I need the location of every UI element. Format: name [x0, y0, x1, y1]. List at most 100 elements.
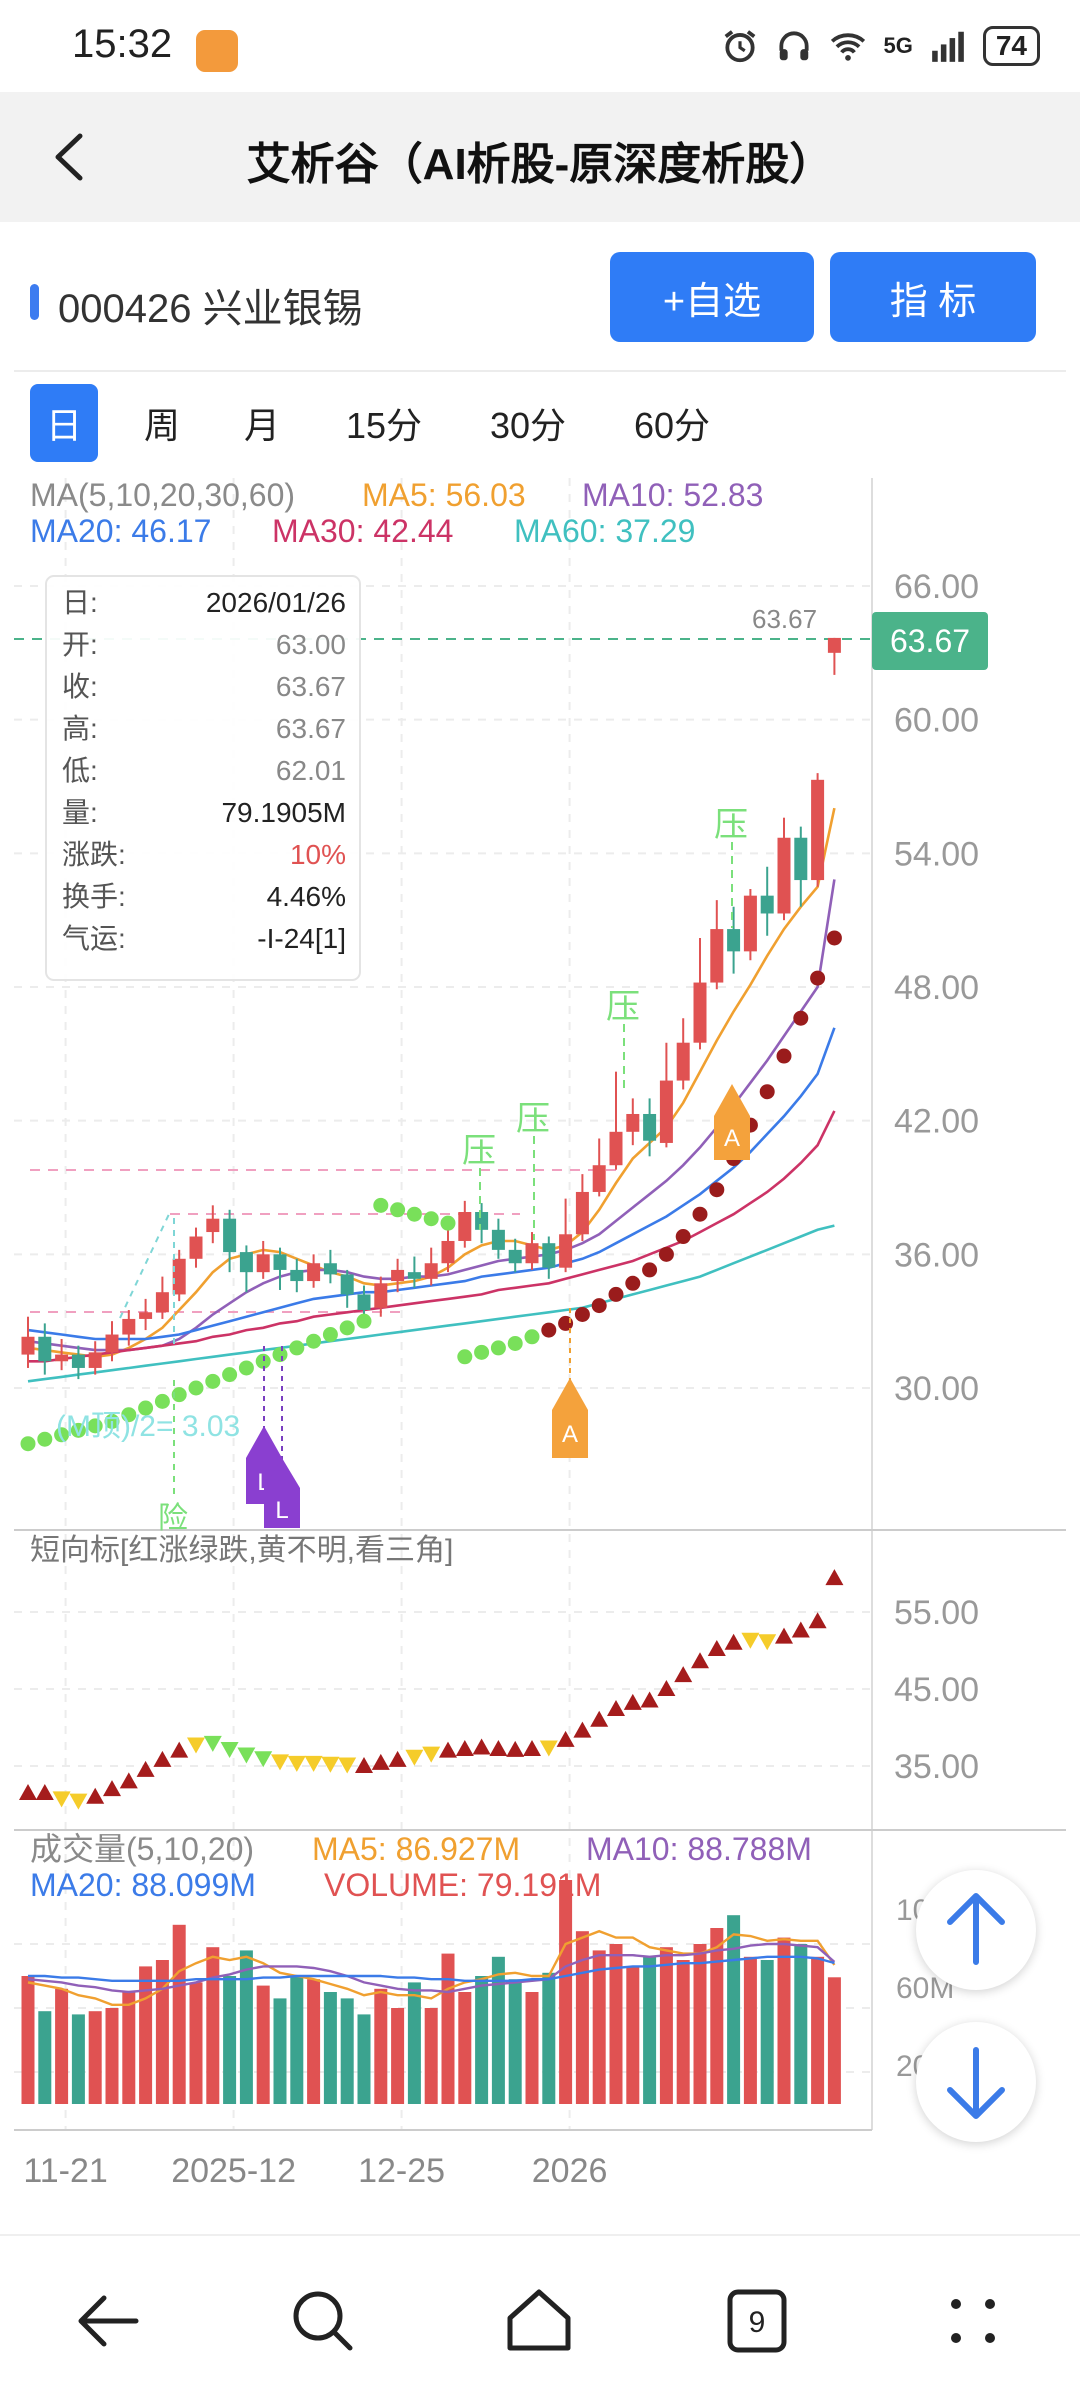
sar-dot: [474, 1344, 490, 1360]
stock-marker: [30, 284, 39, 320]
x-tick-label: 2025-12: [171, 2152, 296, 2190]
candle-body: [21, 1336, 35, 1355]
candle-body: [626, 1113, 640, 1132]
candle-body: [155, 1292, 169, 1313]
price-tag: [872, 612, 988, 670]
tab-30min[interactable]: 30分: [489, 405, 567, 446]
volume-bar: [38, 2011, 52, 2104]
volume-bar: [508, 1979, 522, 2104]
sar-dot: [356, 1313, 372, 1329]
sub-marker: [741, 1632, 760, 1649]
volume-bar: [206, 1947, 220, 2104]
volume-ma-ma20: [28, 1955, 835, 1983]
nav-search-icon[interactable]: [278, 2276, 368, 2366]
sar-dot: [104, 1413, 120, 1429]
signal-a-marker: [552, 1378, 588, 1458]
nav-home-icon[interactable]: [494, 2276, 584, 2366]
sub-marker: [489, 1740, 508, 1757]
sar-dot: [390, 1202, 406, 1218]
sub-marker: [422, 1746, 441, 1763]
sub-marker: [35, 1783, 54, 1800]
candle-body: [55, 1354, 69, 1362]
nav-tabs-icon[interactable]: 9: [712, 2276, 802, 2366]
sub-chart-grid: 55.00 45.00 35.00: [14, 1594, 979, 1786]
volume-bar: [710, 1928, 724, 2104]
indicator-button[interactable]: 指 标: [830, 252, 1036, 342]
add-watchlist-button[interactable]: +自选: [610, 252, 814, 342]
volume-bar: [777, 1937, 791, 2104]
volume-value-legend: VOLUME: 79.191M: [324, 1867, 601, 1903]
candle-body: [105, 1334, 119, 1353]
formula-label: (M顶)/2= 3.03: [56, 1410, 240, 1443]
sar-dot: [490, 1340, 506, 1356]
candle-body: [525, 1243, 539, 1264]
candle-body: [458, 1212, 472, 1241]
candle-body: [273, 1254, 287, 1270]
sub-marker: [69, 1793, 88, 1810]
arrow-up-icon: [947, 1893, 1005, 1965]
nav-back-icon[interactable]: [64, 2276, 154, 2366]
info-value: 10%: [290, 839, 346, 870]
candle-body: [189, 1236, 203, 1259]
candle-body: [374, 1283, 388, 1308]
sar-dot: [205, 1373, 221, 1389]
sar-dot: [339, 1320, 355, 1336]
tab-day[interactable]: 日: [30, 384, 98, 462]
tab-15min[interactable]: 15分: [345, 405, 423, 446]
sub-marker: [136, 1760, 155, 1777]
price-tick-label: 48.00: [894, 969, 979, 1007]
candle-body: [38, 1336, 52, 1362]
candle-body: [441, 1240, 455, 1264]
volume-bar: [794, 1944, 808, 2104]
tab-week[interactable]: 周: [143, 405, 180, 446]
sar-dot: [608, 1286, 624, 1302]
ma-legend-title: MA(5,10,20,30,60): [30, 477, 295, 513]
candle-body: [559, 1234, 573, 1268]
battery-indicator: 74: [982, 26, 1040, 66]
tab-60min[interactable]: 60分: [633, 405, 711, 446]
back-arrow-icon[interactable]: [36, 122, 106, 192]
signal-l-marker: [264, 1458, 300, 1528]
volume-bar: [609, 1944, 623, 2104]
price-tick-label: 60.00: [894, 702, 979, 740]
sar-dot: [658, 1246, 674, 1262]
sub-marker: [573, 1721, 592, 1738]
nav-menu-icon[interactable]: [928, 2276, 1018, 2366]
system-nav-bar: 9: [0, 2234, 1080, 2402]
risk-mark: 险: [158, 1502, 188, 1535]
sub-marker: [86, 1787, 105, 1804]
x-tick-label: 12-25: [358, 2152, 445, 2190]
sar-dot: [709, 1182, 725, 1198]
sar-dot: [675, 1229, 691, 1245]
sub-marker: [254, 1751, 273, 1768]
volume-ma20-legend: MA20: 88.099M: [30, 1867, 256, 1903]
sar-dot: [373, 1197, 389, 1213]
sar-dot: [289, 1340, 305, 1356]
info-label: 高:: [62, 713, 98, 744]
sar-dot: [440, 1215, 456, 1231]
info-label: 低:: [62, 755, 98, 786]
sar-dot: [524, 1329, 540, 1345]
sar-dot: [406, 1206, 422, 1222]
price-tick-label: 30.00: [894, 1370, 979, 1408]
sub-marker: [338, 1757, 357, 1774]
sub-marker: [791, 1621, 810, 1638]
stock-chart[interactable]: 66.00 60.00 54.00 48.00 42.00 36.00 30.00 MA(5…: [0, 464, 1080, 2224]
info-label: 涨跌:: [62, 839, 126, 870]
sar-dot: [322, 1327, 338, 1343]
tab-month[interactable]: 月: [243, 405, 280, 446]
sub-marker: [523, 1740, 541, 1757]
candle-body: [710, 929, 724, 983]
scroll-up-button[interactable]: [916, 1870, 1036, 1990]
sub-tick-label: 35.00: [894, 1748, 979, 1786]
candle-body: [424, 1263, 438, 1279]
candle-body: [508, 1249, 522, 1264]
scroll-down-button[interactable]: [916, 2022, 1036, 2142]
ma30-legend: MA30: 42.44: [272, 513, 453, 549]
sub-marker: [590, 1710, 609, 1727]
info-label: 开:: [62, 629, 98, 660]
sub-marker: [119, 1772, 138, 1789]
sar-dot: [188, 1380, 204, 1396]
sub-marker: [539, 1740, 558, 1757]
sar-dot: [759, 1084, 775, 1100]
